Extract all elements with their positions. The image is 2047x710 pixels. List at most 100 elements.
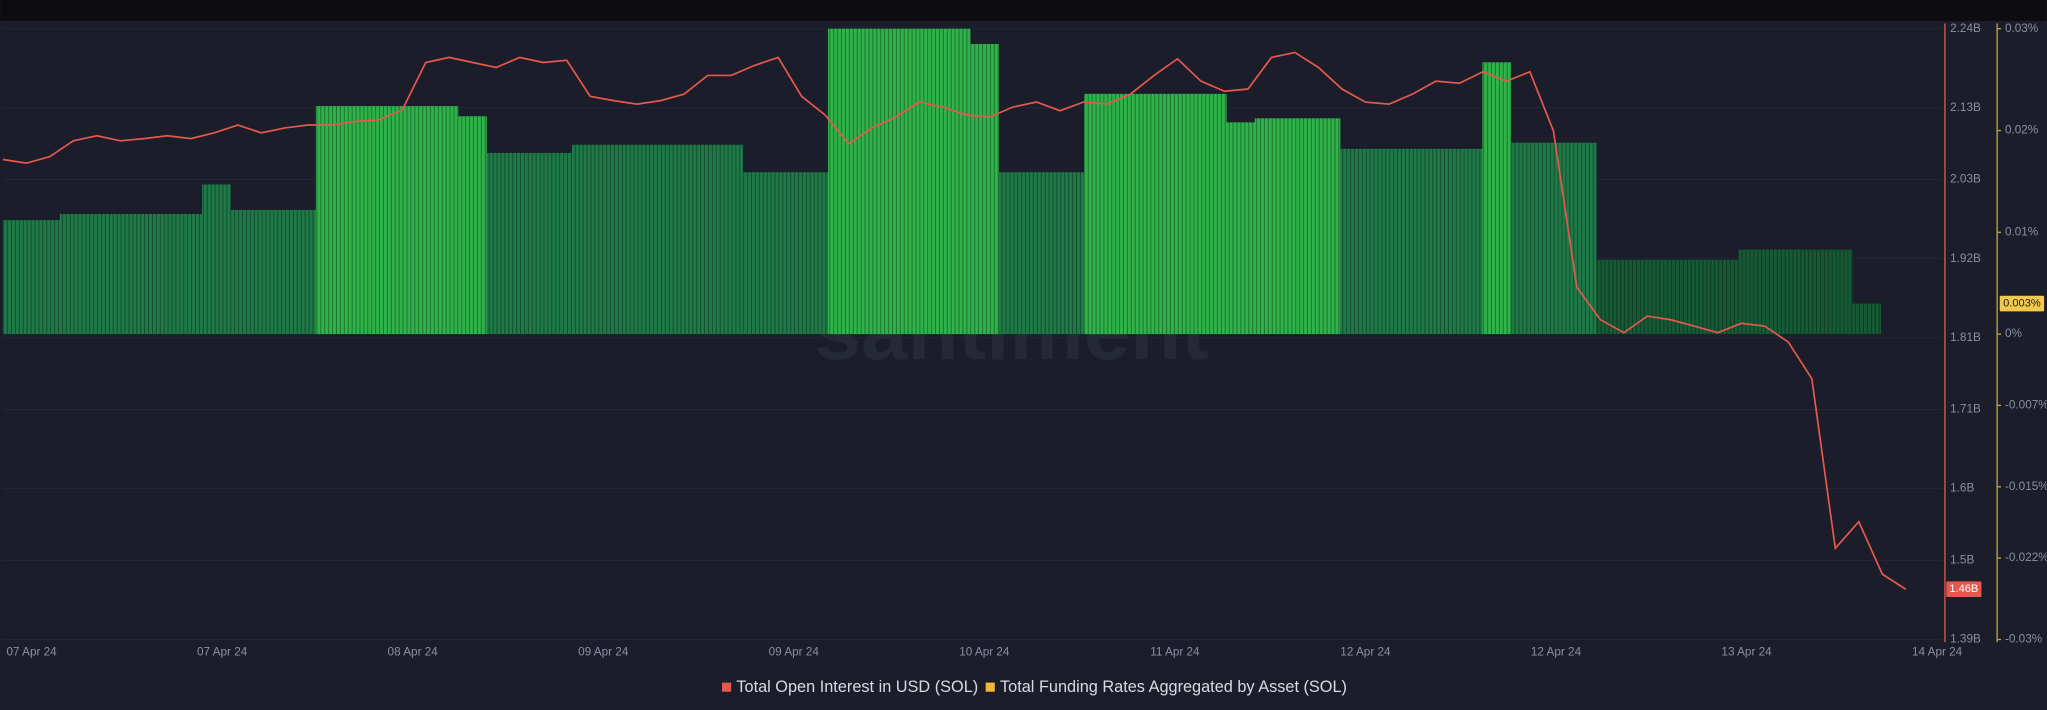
y-tick-label: 1.71B	[1950, 403, 1981, 416]
bar-texture	[799, 172, 829, 335]
y2-tick-label: 0.01%	[2005, 225, 2039, 238]
bar-texture	[1084, 93, 1113, 335]
bar-texture	[1710, 259, 1739, 335]
bar-texture	[1681, 259, 1711, 335]
y-tick-label: 2.03B	[1950, 173, 1981, 186]
y2-tick-label: -0.03%	[2005, 633, 2043, 646]
y-tick-label: 2.24B	[1950, 22, 1981, 35]
legend-swatch	[722, 682, 732, 692]
bar-texture	[1140, 93, 1170, 335]
current-value-box	[1999, 295, 2045, 312]
bar-texture	[258, 209, 288, 335]
y-tick-label: 1.81B	[1950, 331, 1981, 344]
y-tick-label: 1.6B	[1950, 482, 1974, 495]
bar-texture	[202, 184, 231, 335]
x-tick-label: 14 Apr 24	[1912, 646, 1963, 659]
bar-texture	[429, 106, 459, 335]
bar-texture	[1795, 249, 1825, 335]
legend-label: Total Open Interest in USD (SOL)	[736, 678, 978, 696]
bar-texture	[998, 172, 1028, 335]
bar-texture	[600, 144, 630, 335]
bar-texture	[771, 172, 800, 335]
x-tick-label: 07 Apr 24	[6, 646, 57, 659]
current-value-label: 1.46B	[1949, 583, 1978, 595]
bar-texture	[1311, 118, 1341, 335]
bar-texture	[1169, 93, 1199, 335]
bar-texture	[1425, 148, 1455, 335]
x-tick-label: 09 Apr 24	[769, 646, 820, 659]
bar-texture	[970, 43, 999, 335]
bar-texture	[1596, 259, 1625, 335]
y-tick-label: 1.39B	[1950, 633, 1981, 646]
x-tick-label: 08 Apr 24	[388, 646, 439, 659]
bar-texture	[1226, 122, 1256, 335]
bar-texture	[515, 152, 544, 335]
bar-texture	[486, 152, 516, 335]
x-tick-label: 11 Apr 24	[1150, 646, 1200, 659]
bar-texture	[1453, 148, 1483, 335]
bar-texture	[913, 28, 943, 335]
bar-texture	[1567, 142, 1597, 335]
bar-texture	[2, 220, 32, 335]
bar-texture	[230, 209, 260, 335]
x-tick-label: 12 Apr 24	[1531, 646, 1582, 659]
current-value-box	[1946, 581, 1982, 598]
plot: 2.24B 2.13B 2.03B 1.92B 1.81B 1.71B 1.6B 1.5B 1.…	[2, 22, 2047, 659]
current-value-label: 0.003%	[2003, 297, 2041, 309]
bar-texture	[1340, 148, 1369, 335]
bar-texture	[1510, 142, 1540, 335]
y2-tick-label: 0%	[2005, 327, 2023, 340]
x-tick-label: 07 Apr 24	[197, 646, 248, 659]
bar-texture	[458, 116, 487, 335]
y-tick-label: 1.5B	[1950, 554, 1974, 567]
bar-texture	[116, 213, 146, 335]
bar-texture	[315, 106, 345, 335]
bar-texture	[59, 213, 89, 335]
bar-texture	[344, 106, 374, 335]
bar-texture	[1653, 259, 1682, 335]
bar-texture	[1852, 303, 1881, 335]
bar-texture	[714, 144, 743, 335]
bar-texture	[657, 144, 686, 335]
x-tick-label: 10 Apr 24	[959, 646, 1010, 659]
bar-texture	[401, 106, 430, 335]
bar-texture	[543, 152, 573, 335]
bar-texture	[1027, 172, 1056, 335]
y2-tick-label: -0.022%	[2005, 551, 2047, 564]
bar-texture	[287, 209, 317, 335]
bar-texture	[685, 144, 715, 335]
bar-texture	[827, 28, 857, 335]
bar-texture	[1766, 249, 1796, 335]
y-tick-label: 2.13B	[1950, 101, 1981, 114]
bar-texture	[1738, 249, 1768, 335]
bar-texture	[88, 213, 117, 335]
bar-texture	[628, 144, 658, 335]
bar-texture	[941, 28, 971, 335]
bar-texture	[145, 213, 174, 335]
bar-texture	[1397, 148, 1426, 335]
bar-texture	[1539, 142, 1569, 335]
bar-texture	[1112, 93, 1142, 335]
x-tick-label: 09 Apr 24	[578, 646, 629, 659]
bar-texture	[1055, 172, 1085, 335]
top-bar	[0, 0, 2047, 21]
bar-texture	[1254, 118, 1284, 335]
bar-texture	[372, 106, 402, 335]
legend-swatch	[985, 682, 995, 692]
y2-tick-label: 0.02%	[2005, 124, 2039, 137]
bar-texture	[1368, 148, 1398, 335]
bar-texture	[1197, 93, 1227, 335]
y2-tick-label: 0.03%	[2005, 22, 2039, 35]
y2-tick-label: -0.007%	[2005, 398, 2047, 411]
line	[2, 51, 1907, 590]
x-tick-label: 13 Apr 24	[1721, 646, 1772, 659]
bar-texture	[742, 172, 772, 335]
bar-texture	[1823, 249, 1853, 335]
bar-texture	[1283, 118, 1312, 335]
bar-texture	[571, 144, 601, 335]
bar-texture	[884, 28, 914, 335]
bar-texture	[1482, 62, 1512, 335]
y2-tick-label: -0.015%	[2005, 480, 2047, 493]
